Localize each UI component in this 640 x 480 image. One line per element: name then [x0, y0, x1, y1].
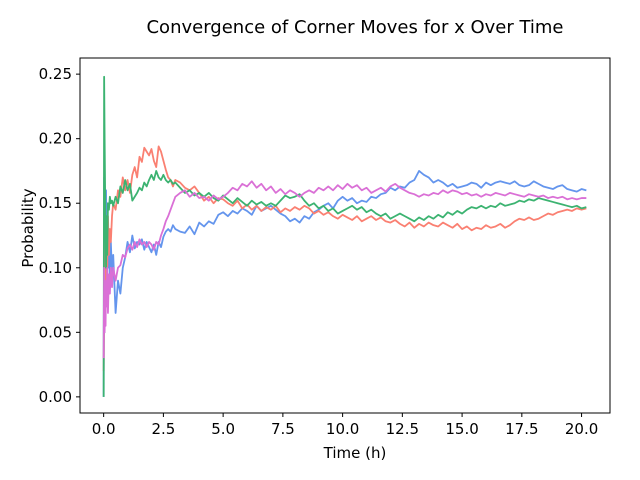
x-tick-label: 20.0	[565, 420, 598, 438]
y-tick-label: 0.20	[39, 130, 72, 148]
x-tick-label: 15.0	[445, 420, 478, 438]
series-line-2	[102, 145, 587, 372]
y-tick-label: 0.15	[39, 194, 72, 212]
x-tick-label: 10.0	[326, 420, 359, 438]
series-line-4	[102, 180, 587, 359]
y-axis-label: Probability	[19, 188, 37, 267]
axes-frame	[79, 57, 611, 414]
x-tick-label: 17.5	[505, 420, 538, 438]
chart-title: Convergence of Corner Moves for x Over T…	[146, 17, 563, 38]
x-axis-label: Time (h)	[323, 444, 387, 462]
x-tick-label: 2.5	[151, 420, 175, 438]
x-tick-label: 7.5	[271, 420, 295, 438]
y-tick-label: 0.00	[39, 388, 72, 406]
plot-area: 0.0 2.5 5.0 7.5 10.0 12.5 15.0 17.5 20.0 0.00 0.05…	[39, 57, 611, 438]
x-tick-label: 5.0	[211, 420, 235, 438]
y-tick-label: 0.05	[39, 323, 72, 341]
series-line-3	[102, 75, 587, 397]
y-tick-label: 0.25	[39, 65, 72, 83]
series-line-1	[102, 170, 587, 397]
x-tick-label: 12.5	[386, 420, 419, 438]
x-tick-label: 0.0	[92, 420, 116, 438]
y-tick-label: 0.10	[39, 259, 72, 277]
